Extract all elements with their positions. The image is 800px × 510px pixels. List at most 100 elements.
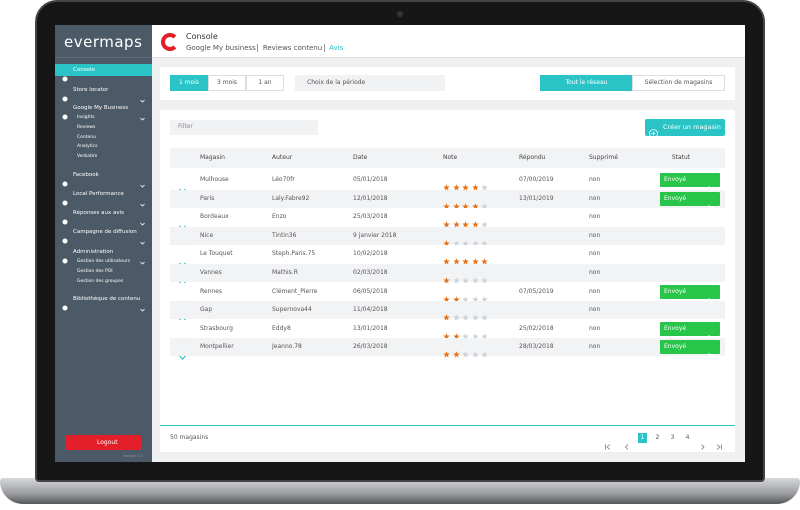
star-shape — [452, 240, 460, 247]
page-first — [605, 435, 611, 454]
cell: Montpellier — [200, 343, 234, 351]
star — [452, 232, 460, 251]
status-label: Envoyé — [664, 287, 687, 295]
star — [471, 176, 479, 195]
menu-icon-shape — [62, 200, 68, 206]
star — [462, 343, 469, 362]
menu-chevron — [140, 250, 145, 269]
period-button[interactable] — [170, 75, 208, 91]
page-number[interactable]: 2 — [655, 434, 660, 441]
submenu-item[interactable]: Verbatim — [77, 154, 98, 160]
submenu-item[interactable]: Gestion des utilisateurs — [77, 259, 131, 264]
logout-button[interactable] — [65, 435, 141, 450]
menu-item[interactable]: Campagne de diffusion — [73, 229, 137, 235]
menu-item[interactable]: Store locator — [73, 87, 109, 93]
create-icon-shape — [649, 129, 658, 138]
cell: 10/02/2018 — [353, 250, 388, 258]
filter-input[interactable] — [170, 120, 318, 135]
breadcrumb-item[interactable]: Reviews contenu — [262, 44, 323, 52]
star — [443, 213, 450, 232]
menu-icon — [62, 87, 68, 106]
menu-item[interactable]: Facebook — [73, 172, 99, 178]
menu-icon-shape — [62, 181, 68, 187]
send-icon-shape — [708, 353, 715, 360]
status-button[interactable] — [660, 321, 720, 336]
scope-button[interactable] — [632, 75, 725, 91]
version: Version 2.0 — [123, 454, 143, 458]
menu-item[interactable]: Bibliothèque de contenu — [73, 296, 141, 302]
submenu-item[interactable]: Reviews — [77, 124, 96, 130]
star-shape — [462, 221, 469, 228]
filter-placeholder: Filter — [178, 123, 193, 130]
menu-chevron-shape — [140, 308, 145, 312]
submenu-item[interactable]: Insights — [77, 115, 95, 120]
star-shape — [481, 295, 488, 303]
status-button[interactable] — [660, 340, 720, 355]
cell: 07/00/2019 — [519, 176, 554, 183]
star — [452, 343, 460, 362]
menu-chevron-shape — [140, 241, 145, 245]
star-shape — [443, 221, 450, 228]
submenu-item[interactable]: Analytics — [77, 144, 98, 150]
cell: Rennes — [200, 287, 223, 295]
status-button[interactable] — [660, 284, 720, 299]
breadcrumb-item[interactable]: Avis — [329, 44, 344, 52]
star — [443, 325, 450, 344]
star — [481, 269, 488, 288]
menu-icon-shape — [62, 114, 68, 120]
star-shape — [443, 202, 450, 210]
breadcrumb-item[interactable]: Google My business — [186, 44, 256, 52]
star-shape — [452, 333, 460, 340]
cell: Léo70fr — [272, 176, 295, 183]
star — [443, 232, 450, 251]
status-button[interactable] — [660, 173, 720, 187]
menu-chevron-shape — [140, 261, 145, 265]
menu-item[interactable]: Administration — [73, 249, 114, 255]
status-button[interactable] — [660, 191, 720, 206]
period-button[interactable] — [208, 75, 246, 91]
star-shape — [452, 351, 460, 358]
submenu-item[interactable]: Contenu — [77, 134, 96, 140]
period-picker[interactable] — [295, 75, 445, 91]
period-label: 1 an — [258, 79, 272, 86]
menu-chevron — [140, 106, 145, 125]
menu-item[interactable]: Google My Business — [73, 105, 129, 111]
menu-icon-shape — [62, 76, 68, 82]
submenu-item[interactable]: Gestion des groupes — [77, 278, 124, 284]
header — [152, 25, 745, 58]
star-shape — [462, 351, 469, 358]
star — [462, 325, 469, 344]
menu-item[interactable]: Console — [73, 67, 95, 73]
menu-chevron-shape — [140, 99, 145, 103]
page-number[interactable]: 3 — [670, 434, 675, 441]
menu-icon — [62, 172, 68, 191]
cell: non — [589, 194, 601, 202]
period-button[interactable] — [246, 75, 284, 91]
page-next-shape — [701, 444, 705, 450]
star-shape — [462, 258, 469, 265]
star-shape — [481, 184, 488, 191]
star — [452, 176, 460, 195]
star-shape — [481, 333, 488, 340]
star-shape — [462, 314, 469, 321]
submenu-item[interactable]: Gestion des POI — [77, 268, 113, 274]
menu-chevron-shape — [140, 117, 145, 121]
star-shape — [481, 258, 488, 265]
screen: evermaps Console Store locator Google My Bu… — [55, 25, 745, 462]
rating — [443, 306, 491, 321]
menu-chevron-shape — [140, 184, 145, 188]
scope-button[interactable] — [540, 75, 633, 91]
table-row — [170, 171, 725, 189]
page-number[interactable]: 4 — [685, 434, 690, 441]
menu-chevron-shape — [140, 308, 145, 312]
menu-item[interactable]: Réponses aux avis — [73, 210, 125, 216]
page-number[interactable]: 1 — [640, 434, 645, 441]
star-shape — [471, 184, 479, 191]
menu-chevron — [140, 297, 145, 316]
star-shape — [481, 351, 488, 358]
menu-chevron-shape — [140, 203, 145, 207]
create-button[interactable] — [645, 119, 725, 136]
create-icon — [649, 123, 658, 142]
column-header: Répondu — [519, 154, 546, 161]
menu-item[interactable]: Local Performance — [73, 191, 124, 197]
